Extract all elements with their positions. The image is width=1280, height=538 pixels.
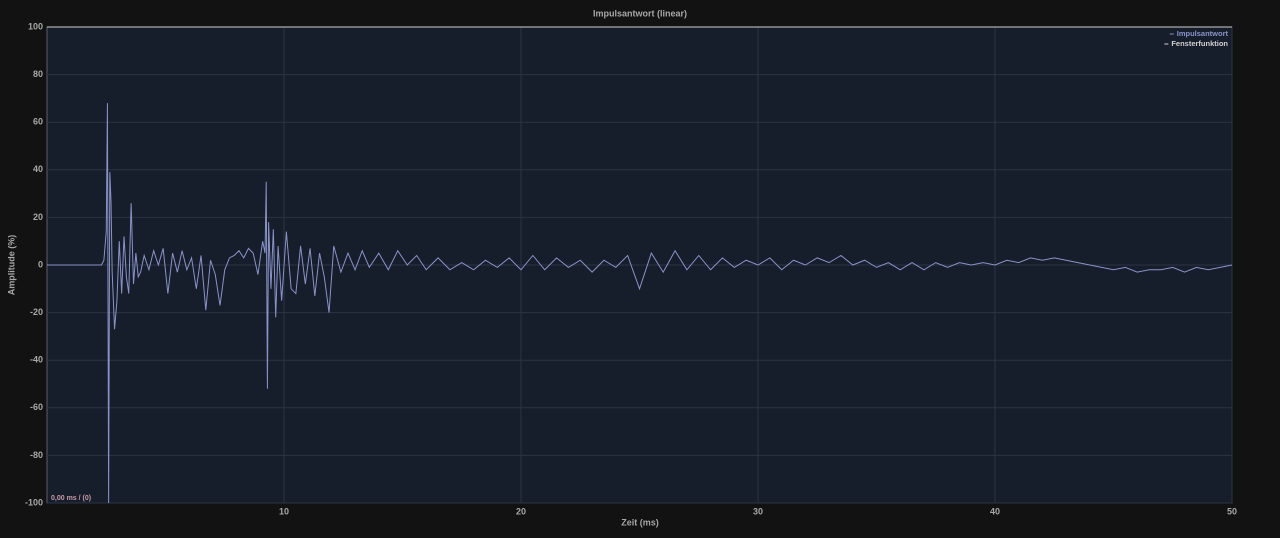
legend-label: Fensterfunktion [1171,39,1228,48]
x-tick-label: 50 [1227,506,1237,516]
y-tick-label: 0 [38,259,43,269]
y-tick-label: -80 [30,450,43,460]
y-tick-label: -60 [30,402,43,412]
y-tick-label: 80 [33,69,43,79]
y-tick-label: -100 [25,497,43,507]
x-tick-label: 30 [753,506,763,516]
y-tick-label: -40 [30,355,43,365]
y-tick-label: 40 [33,164,43,174]
x-tick-label: 10 [279,506,289,516]
y-axis-label: Amplitude (%) [6,235,16,296]
x-tick-label: 20 [516,506,526,516]
x-axis-label: Zeit (ms) [621,517,659,527]
series-line [47,103,1233,504]
chart-title: Impulsantwort (linear) [593,8,687,18]
y-tick-label: 20 [33,212,43,222]
y-tick-label: -20 [30,307,43,317]
x-tick-label: 40 [990,506,1000,516]
y-tick-label: 60 [33,117,43,127]
legend-label: Impulsantwort [1177,29,1229,38]
y-tick-label: 100 [28,21,43,31]
annotation: 0,00 ms / (0) [51,495,91,502]
